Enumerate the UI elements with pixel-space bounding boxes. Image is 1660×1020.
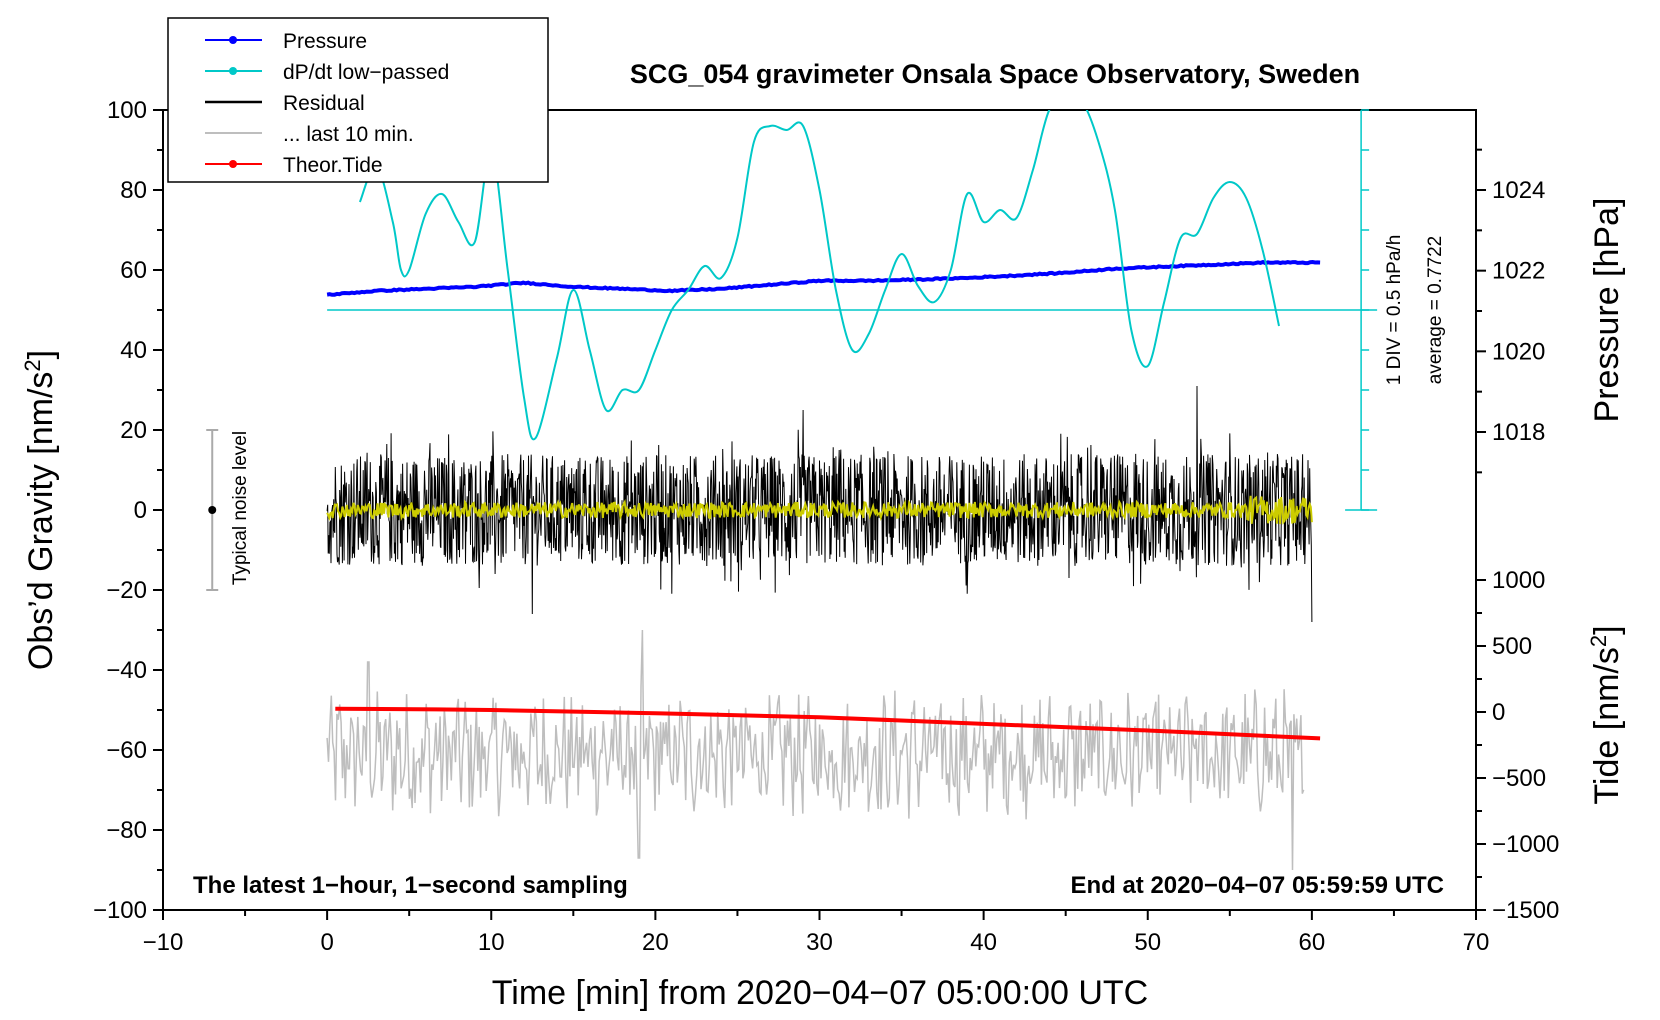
series-pressure: [326, 259, 1321, 297]
x-tick-label: 30: [806, 929, 833, 956]
series-theor-tide: [335, 706, 1321, 741]
typical-noise-bar: [206, 429, 219, 591]
x-tick-label: 20: [642, 929, 669, 956]
chart-title: SCG_054 gravimeter Onsala Space Observat…: [630, 59, 1360, 89]
tide-tick-label: −1500: [1492, 897, 1559, 924]
tide-axis-ticks: −1500 −1000 −500 0 500 1000: [1476, 567, 1559, 924]
y-left-tick-label: −60: [106, 737, 147, 764]
y-left-axis-title-sup: 2: [20, 359, 45, 371]
tide-tick-label: 0: [1492, 699, 1505, 726]
footer-right-label: End at 2020−04−07 05:59:59 UTC: [1070, 872, 1444, 899]
footer-left-label: The latest 1−hour, 1−second sampling: [193, 872, 628, 899]
legend-label: Residual: [283, 92, 365, 115]
tide-tick-label: 500: [1492, 633, 1532, 660]
legend-label: ... last 10 min.: [283, 123, 414, 146]
y-left-tick-label: 100: [107, 97, 147, 124]
x-axis-title: Time [min] from 2020−04−07 05:00:00 UTC: [492, 974, 1148, 1012]
y-left-axis-ticks: −100 −80 −60 −40 −20 0 20 40 60 80 100: [93, 97, 163, 924]
pressure-tick-label: 1022: [1492, 258, 1545, 285]
legend-marker: [229, 160, 237, 168]
x-tick-label: 60: [1299, 929, 1326, 956]
series-layer: [326, 110, 1321, 871]
x-tick-label: 0: [320, 929, 333, 956]
y-left-tick-label: 60: [120, 257, 147, 284]
pressure-tick-label: 1018: [1492, 419, 1545, 446]
y-left-axis-title-close: ]: [22, 350, 60, 359]
x-tick-label: −10: [143, 929, 184, 956]
y-left-axis-title-main: Obs’d Gravity [nm/s: [22, 372, 60, 671]
y-left-tick-label: −20: [106, 577, 147, 604]
tide-tick-label: −500: [1492, 765, 1546, 792]
tide-axis-title-close: ]: [1588, 625, 1626, 634]
pressure-axis-title: Pressure [hPa]: [1588, 198, 1626, 423]
tide-axis-title-main: Tide [nm/s: [1588, 647, 1626, 804]
y-left-tick-label: 40: [120, 337, 147, 364]
x-tick-label: 50: [1134, 929, 1161, 956]
legend-marker: [229, 36, 237, 44]
x-axis-ticks: −10 0 10 20 30 40 50 60 70: [143, 910, 1490, 956]
legend-label: Theor.Tide: [283, 154, 383, 177]
series-last-10-min: [326, 629, 1305, 871]
x-tick-label: 40: [970, 929, 997, 956]
legend-marker: [229, 67, 237, 75]
tide-axis-title: Tide [nm/s2]: [1586, 625, 1626, 804]
pressure-axis-ticks: 1018 1020 1022 1024: [1476, 148, 1545, 474]
tide-axis-title-sup: 2: [1586, 635, 1611, 647]
y-left-tick-label: 20: [120, 417, 147, 444]
legend: Pressure dP/dt low−passed Residual ... last…: [167, 17, 549, 183]
y-left-tick-label: −100: [93, 897, 147, 924]
pressure-tick-label: 1024: [1492, 177, 1545, 204]
series-dpdt: [358, 110, 1280, 441]
y-left-tick-label: 0: [134, 497, 147, 524]
legend-label: dP/dt low−passed: [283, 61, 449, 84]
noise-label: Typical noise level: [230, 431, 251, 585]
x-tick-label: 10: [478, 929, 505, 956]
y-left-tick-label: −80: [106, 817, 147, 844]
pressure-tick-label: 1020: [1492, 338, 1545, 365]
y-left-axis-title: Obs’d Gravity [nm/s2]: [20, 350, 60, 670]
legend-box: [167, 17, 549, 183]
tide-tick-label: −1000: [1492, 831, 1559, 858]
dpdt-scale-bar: [327, 109, 1378, 511]
series-smoothed-residual: [326, 495, 1313, 525]
dpdt-scale-label: 1 DIV = 0.5 hPa/h: [1384, 235, 1405, 386]
y-left-tick-label: 80: [120, 177, 147, 204]
legend-label: Pressure: [283, 30, 367, 53]
noise-bar-center-dot: [208, 506, 217, 514]
tide-tick-label: 1000: [1492, 567, 1545, 594]
dpdt-average-label: average = 0.7722: [1425, 236, 1446, 384]
x-tick-label: 70: [1463, 929, 1490, 956]
y-left-tick-label: −40: [106, 657, 147, 684]
